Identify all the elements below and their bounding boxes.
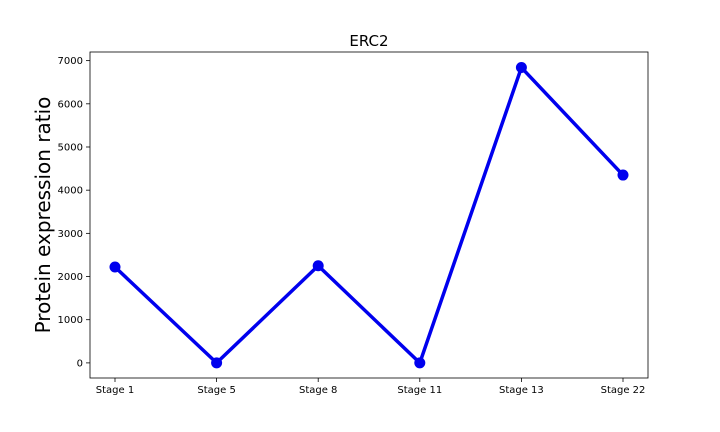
data-point xyxy=(312,260,324,272)
y-tick-label: 1000 xyxy=(58,315,83,326)
y-tick-label: 3000 xyxy=(58,229,83,240)
y-axis-label: Protein expression ratio xyxy=(31,97,55,334)
plot-frame xyxy=(89,51,649,379)
data-point xyxy=(617,169,629,181)
x-tick-label: Stage 5 xyxy=(197,385,235,396)
y-tick-label: 6000 xyxy=(58,99,83,110)
x-tick-label: Stage 22 xyxy=(601,385,646,396)
y-axis-ticks: 0 1000 2000 3000 4000 5000 6000 7000 xyxy=(58,56,90,369)
x-tick-label: Stage 8 xyxy=(299,385,337,396)
x-tick-label: Stage 13 xyxy=(499,385,544,396)
y-tick-label: 7000 xyxy=(58,56,83,67)
y-tick-label: 4000 xyxy=(58,186,83,197)
series-line xyxy=(113,65,625,365)
chart-title: ERC2 xyxy=(349,32,388,50)
y-tick-label: 5000 xyxy=(58,142,83,153)
data-point xyxy=(109,261,121,273)
data-point xyxy=(211,357,223,369)
data-point xyxy=(414,357,426,369)
series-layer xyxy=(109,62,629,369)
y-tick-label: 2000 xyxy=(58,272,83,283)
x-axis-ticks: Stage 1 Stage 5 Stage 8 Stage 11 Stage 13 Sta… xyxy=(96,378,646,396)
x-tick-label: Stage 11 xyxy=(397,385,442,396)
data-point xyxy=(515,62,527,74)
y-tick-label: 0 xyxy=(77,358,83,369)
x-tick-label: Stage 1 xyxy=(96,385,134,396)
